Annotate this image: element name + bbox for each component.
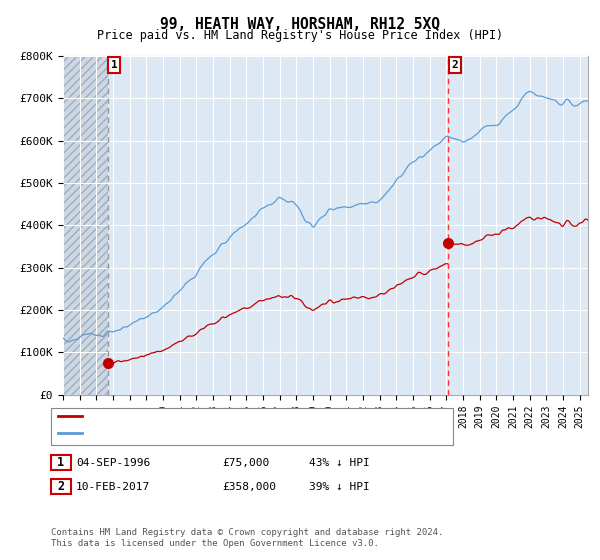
Text: 2: 2 xyxy=(452,60,458,70)
Text: HPI: Average price, detached house, Horsham: HPI: Average price, detached house, Hors… xyxy=(86,428,355,438)
Text: 99, HEATH WAY, HORSHAM, RH12 5XQ (detached house): 99, HEATH WAY, HORSHAM, RH12 5XQ (detach… xyxy=(86,412,392,421)
Text: £75,000: £75,000 xyxy=(222,458,269,468)
Text: 1: 1 xyxy=(58,456,64,469)
Text: 39% ↓ HPI: 39% ↓ HPI xyxy=(309,482,370,492)
Text: 04-SEP-1996: 04-SEP-1996 xyxy=(76,458,151,468)
Text: £358,000: £358,000 xyxy=(222,482,276,492)
Text: 1: 1 xyxy=(111,60,118,70)
Text: Contains HM Land Registry data © Crown copyright and database right 2024.
This d: Contains HM Land Registry data © Crown c… xyxy=(51,528,443,548)
Text: Price paid vs. HM Land Registry's House Price Index (HPI): Price paid vs. HM Land Registry's House … xyxy=(97,29,503,42)
Text: 10-FEB-2017: 10-FEB-2017 xyxy=(76,482,151,492)
Text: 99, HEATH WAY, HORSHAM, RH12 5XQ: 99, HEATH WAY, HORSHAM, RH12 5XQ xyxy=(160,17,440,32)
Text: 2: 2 xyxy=(58,480,64,493)
Bar xyxy=(63,56,107,395)
Text: 43% ↓ HPI: 43% ↓ HPI xyxy=(309,458,370,468)
